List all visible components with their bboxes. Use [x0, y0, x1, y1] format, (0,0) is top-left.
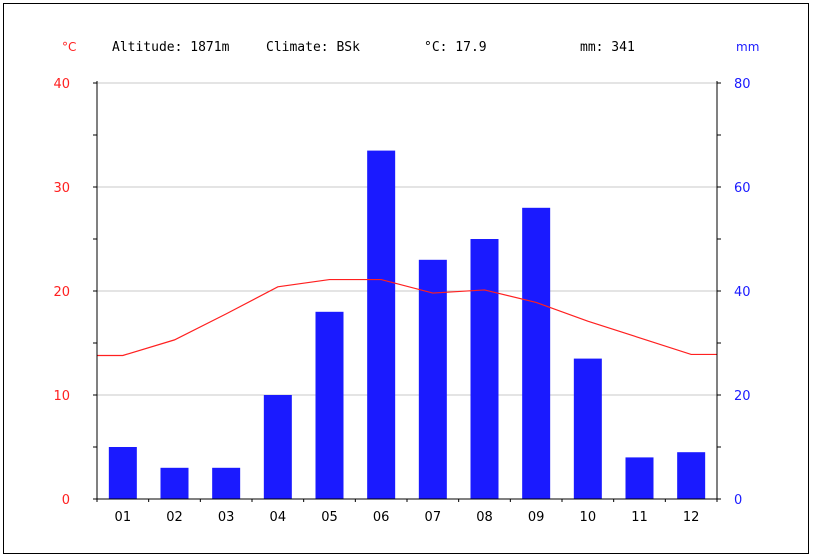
month-label: 11 — [631, 510, 648, 525]
month-label: 05 — [321, 510, 338, 525]
month-label: 01 — [115, 510, 132, 525]
altitude-label: Altitude: 1871m — [112, 40, 230, 55]
axes — [93, 81, 721, 502]
precipitation-bar — [573, 358, 602, 499]
precipitation-bar — [108, 447, 137, 499]
left-axis-unit: °C — [62, 40, 76, 54]
left-tick-label: 30 — [53, 181, 70, 196]
precipitation-bar — [522, 207, 551, 500]
precipitation-bar — [418, 259, 447, 499]
month-label: 08 — [476, 510, 493, 525]
precipitation-bar — [367, 150, 396, 499]
left-tick-label: 20 — [53, 285, 70, 300]
left-tick-label: 40 — [53, 77, 70, 92]
temperature-mean-label: °C: 17.9 — [424, 40, 487, 55]
precipitation-total-label: mm: 341 — [580, 40, 635, 55]
month-label: 12 — [683, 510, 700, 525]
right-tick-label: 60 — [734, 181, 751, 196]
month-label: 07 — [425, 510, 442, 525]
precipitation-bar — [263, 395, 292, 499]
precipitation-bar — [212, 467, 241, 499]
precipitation-bar — [625, 457, 654, 499]
temperature-line-group — [97, 278, 717, 357]
month-label: 02 — [166, 510, 183, 525]
chart-frame — [3, 3, 809, 554]
month-label: 09 — [528, 510, 545, 525]
left-tick-label: 0 — [62, 493, 70, 508]
climate-label: Climate: BSk — [266, 40, 360, 55]
month-label: 10 — [580, 510, 597, 525]
precipitation-bars — [108, 150, 706, 500]
left-tick-label: 10 — [53, 389, 70, 404]
right-tick-label: 80 — [734, 77, 751, 92]
month-label: 04 — [270, 510, 287, 525]
precipitation-bar — [160, 467, 189, 499]
right-tick-label: 40 — [734, 285, 751, 300]
month-label: 03 — [218, 510, 235, 525]
precipitation-bar — [315, 311, 344, 499]
right-tick-label: 20 — [734, 389, 751, 404]
right-axis-unit: mm — [736, 40, 759, 54]
right-tick-label: 0 — [734, 493, 742, 508]
grid-lines — [97, 82, 717, 396]
precipitation-bar — [470, 239, 499, 499]
temperature-line — [97, 278, 717, 357]
tick-labels: 0 10 20 30 40 0 20 40 60 80 01 02 03 04 05 06 07 08 09 10 11… — [53, 77, 750, 525]
precipitation-bar — [677, 452, 706, 499]
month-label: 06 — [373, 510, 390, 525]
